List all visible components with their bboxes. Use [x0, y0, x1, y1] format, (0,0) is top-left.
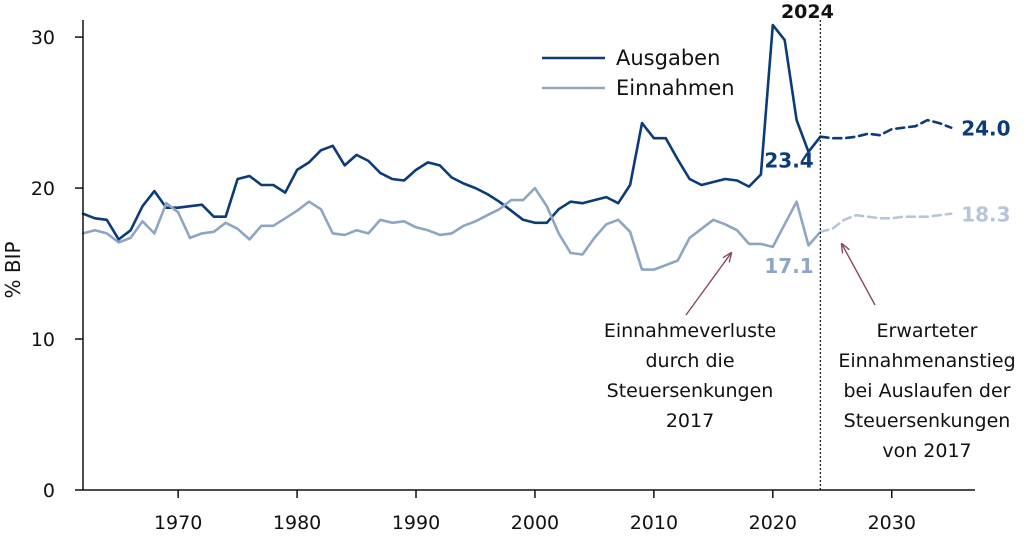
y-tick-label: 20	[31, 178, 55, 200]
x-tick-label: 2010	[630, 512, 678, 534]
x-tick-label: 1970	[154, 512, 202, 534]
series-lines	[81, 23, 953, 271]
annotation-text-line: von 2017	[882, 440, 971, 462]
annotations: Einnahmeverluste durch die Steuersenkungen…	[604, 244, 1016, 462]
y-tick-label: 30	[31, 27, 55, 49]
annotation-text-line: Steuersenkungen	[844, 410, 1011, 432]
annotation-text-line: bei Auslaufen der	[844, 380, 1011, 402]
annotation-text-line: durch die	[645, 350, 734, 372]
series-line-ausgaben-dashed	[819, 118, 953, 140]
annotation-text-line: 2017	[666, 410, 714, 432]
x-tick-label: 2020	[749, 512, 797, 534]
annotation-text-line: Einnahmeverluste	[604, 320, 776, 342]
annotation-text-line: Erwarteter	[877, 320, 978, 342]
data-labels: 23.4 17.1 24.0 18.3	[764, 117, 1010, 278]
vertical-marker-label: 2024	[781, 1, 834, 23]
annotation-arrow	[685, 253, 731, 316]
data-label-ausgaben: 23.4	[764, 149, 813, 173]
annotation-text-line: Einnahmenanstieg	[838, 350, 1015, 372]
annotation-arrow	[842, 244, 876, 306]
series-line-einnahmen-solid	[81, 186, 822, 271]
x-ticks: 1970 1980 1990 2000 2010 2020 2030	[154, 490, 916, 534]
legend: Ausgaben Einnahmen	[542, 46, 735, 100]
x-tick-label: 2030	[868, 512, 916, 534]
y-ticks: 0 10 20 30	[31, 27, 83, 502]
series-line-einnahmen-dashed	[819, 212, 953, 234]
y-tick-label: 0	[43, 480, 55, 502]
legend-label-einnahmen: Einnahmen	[616, 76, 735, 100]
y-axis-label: % BIP	[1, 241, 25, 298]
data-label-ausgaben: 24.0	[961, 117, 1010, 141]
legend-label-ausgaben: Ausgaben	[616, 46, 720, 70]
x-tick-label: 2000	[511, 512, 559, 534]
data-label-einnahmen: 17.1	[764, 254, 813, 278]
x-tick-label: 1990	[392, 512, 440, 534]
x-tick-label: 1980	[273, 512, 321, 534]
y-tick-label: 10	[31, 329, 55, 351]
data-label-einnahmen: 18.3	[961, 203, 1010, 227]
annotation-text-line: Steuersenkungen	[607, 380, 774, 402]
